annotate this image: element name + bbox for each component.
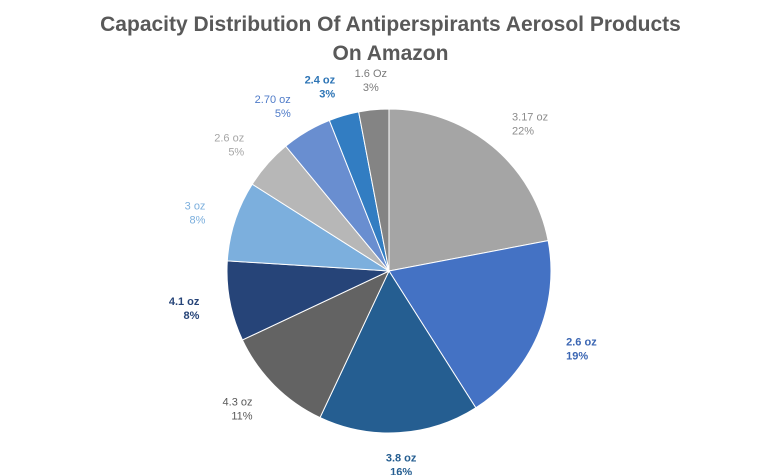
pie-slice — [388, 240, 552, 409]
chart-title: Capacity Distribution Of Antiperspirants… — [0, 10, 781, 68]
data-label: 2.70 oz 5% — [255, 94, 291, 120]
data-label-category: 4.1 oz — [169, 296, 200, 308]
data-label: 3.17 oz 22% — [512, 111, 548, 137]
data-label: 1.6 Oz 3% — [355, 68, 387, 94]
data-label-category: 2.4 oz — [305, 75, 336, 87]
data-label: 2.6 oz 19% — [566, 337, 597, 363]
data-label-percent: 22% — [512, 125, 534, 137]
data-label-category: 3 oz — [185, 200, 206, 212]
data-label: 3 oz 8% — [185, 200, 206, 226]
pie-slice — [388, 108, 549, 272]
data-label-category: 1.6 Oz — [355, 68, 387, 80]
data-label: 4.3 oz 11% — [223, 396, 253, 422]
pie-slice — [358, 108, 390, 272]
data-label-category: 4.3 oz — [223, 396, 253, 408]
data-label-percent: 19% — [566, 351, 588, 363]
pie-slice — [319, 269, 477, 434]
data-label-category: 2.6 oz — [566, 337, 597, 349]
pie-slice — [241, 269, 391, 419]
data-label-percent: 5% — [275, 108, 291, 120]
data-label-percent: 8% — [190, 214, 206, 226]
data-label-percent: 5% — [228, 146, 244, 158]
data-label-percent: 3% — [319, 89, 335, 101]
data-label-category: 3.8 oz — [386, 453, 417, 465]
chart-title-line-1: Capacity Distribution Of Antiperspirants… — [100, 13, 681, 36]
data-label-percent: 3% — [363, 82, 379, 94]
data-label: 4.1 oz 8% — [169, 296, 200, 322]
data-label-category: 3.17 oz — [512, 111, 548, 123]
data-label-percent: 8% — [184, 310, 200, 322]
data-label: 2.6 oz 5% — [214, 132, 244, 158]
data-label-percent: 16% — [390, 467, 412, 475]
data-label-category: 2.6 oz — [214, 132, 244, 144]
data-label-percent: 11% — [231, 410, 252, 422]
data-label: 2.4 oz 3% — [305, 75, 336, 101]
chart-title-line-2: On Amazon — [332, 42, 449, 65]
data-label: 3.8 oz 16% — [386, 453, 417, 475]
data-label-category: 2.70 oz — [255, 94, 291, 106]
